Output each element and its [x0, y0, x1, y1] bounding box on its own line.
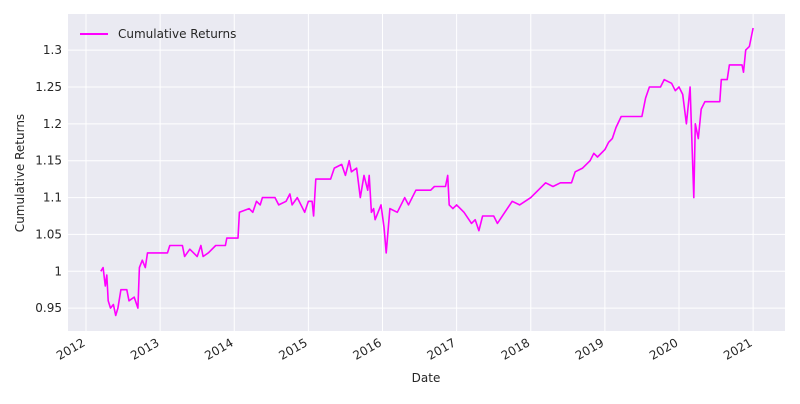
x-tick-label: 2015	[276, 335, 309, 362]
plot-area	[68, 14, 785, 331]
x-tick-label: 2019	[573, 335, 606, 362]
x-tick-label: 2020	[647, 335, 680, 362]
y-tick-label: 1.05	[35, 227, 62, 241]
x-axis-label: Date	[412, 371, 441, 385]
y-tick-label: 1.2	[43, 117, 62, 131]
y-tick-label: 1.1	[43, 191, 62, 205]
x-tick-label: 2013	[128, 335, 161, 362]
y-axis-label: Cumulative Returns	[13, 114, 27, 232]
x-tick-label: 2014	[202, 335, 235, 362]
y-tick-label: 1.15	[35, 154, 62, 168]
x-tick-label: 2016	[351, 335, 384, 362]
x-tick-label: 2021	[721, 335, 754, 362]
legend-label: Cumulative Returns	[118, 27, 236, 41]
y-tick-label: 1.25	[35, 80, 62, 94]
x-tick-label: 2018	[499, 335, 532, 362]
y-tick-label: 0.95	[35, 301, 62, 315]
x-tick-label: 2017	[425, 335, 458, 362]
y-tick-label: 1	[54, 264, 62, 278]
y-tick-label: 1.3	[43, 43, 62, 57]
x-tick-label: 2012	[54, 335, 87, 362]
line	[100, 27, 754, 317]
